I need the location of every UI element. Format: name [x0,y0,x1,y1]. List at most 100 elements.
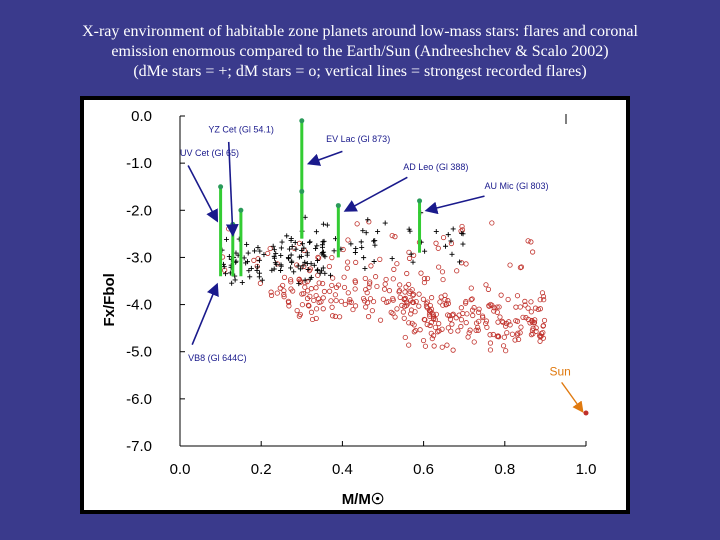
dme-star-point [291,269,297,275]
dm-star-point [222,267,228,273]
dm-star-point [486,303,492,309]
flare-peak-marker [238,207,244,213]
dm-star-point [540,323,546,329]
dme-star-point [299,247,305,253]
dm-star-point [364,290,370,296]
dm-star-point [411,322,417,328]
dme-star-point [288,252,294,258]
dm-star-point [454,268,460,274]
dm-star-point [424,299,431,305]
dme-star-point [372,238,378,244]
dm-star-point [537,297,543,303]
dm-star-point [412,327,419,334]
dm-star-point [471,339,477,345]
dm-star-point [257,280,263,286]
dm-star-point [403,284,409,290]
dme-star-point [360,228,366,234]
dme-star-point [359,244,365,250]
dm-star-point [539,290,546,296]
dm-star-point [226,226,232,232]
dm-star-point [480,314,486,321]
dme-star-point [223,236,229,242]
dm-star-point [311,297,317,304]
dm-star-point [400,309,406,315]
dm-star-point [377,256,383,262]
dm-star-point [347,296,353,303]
dm-star-point [383,299,390,305]
dm-star-point [530,249,536,255]
sun-arrow [561,381,584,413]
dm-star-point [518,324,524,330]
dm-star-point [408,311,414,317]
dme-star-point [221,264,227,270]
dm-star-point [447,316,454,322]
dm-star-point [440,234,447,241]
dm-star-point [494,309,500,315]
dm-star-point [315,272,321,278]
dm-star-point [306,303,312,309]
dme-star-point [286,246,292,252]
dm-star-point [369,308,375,314]
dme-star-point [272,255,278,261]
slide-title: X-ray environment of habitable zone plan… [0,22,720,82]
sun-label: Sun [549,364,570,378]
dm-star-point [500,319,506,325]
dm-star-point [483,318,490,324]
dm-star-point [443,302,449,308]
dm-star-point [309,316,316,323]
dm-star-point [531,319,537,326]
dm-star-point [463,261,469,267]
y-tick-label: 0.0 [131,108,152,125]
flare-peak-marker [417,198,423,204]
dme-star-point [273,251,279,257]
dm-star-point [431,343,437,349]
dm-star-point [466,330,472,336]
dme-star-point [255,244,261,250]
dm-star-point [402,334,408,341]
dme-star-point [239,279,245,285]
dme-star-point [305,266,311,272]
annotation-label: UV Cet (Gl 65) [180,148,239,158]
dm-star-point [333,297,339,304]
dm-star-point [473,320,480,326]
x-tick-label: 0.0 [170,461,191,478]
dme-star-point [252,248,258,254]
dme-star-point [324,222,330,228]
x-tick-label: 1.0 [576,461,597,478]
dm-star-point [449,312,456,318]
dme-star-point [299,241,305,247]
dme-star-point [348,241,354,247]
dme-star-point [307,276,313,282]
dme-star-point [449,251,455,257]
dm-star-point [329,304,335,310]
dm-star-point [528,309,534,315]
dm-star-point [528,332,535,338]
dm-star-point [390,310,396,317]
dm-star-point [513,304,519,310]
dm-star-point [299,291,305,297]
dm-star-point [281,291,287,298]
dme-star-point [256,257,262,263]
dme-star-point [331,248,337,254]
dme-star-point [223,271,229,277]
dm-star-point [412,309,418,315]
dme-star-point [296,254,302,260]
dm-star-point [487,340,494,346]
dm-star-point [411,329,417,335]
dm-star-point [515,336,522,343]
dm-star-point [463,300,469,306]
dm-star-point [366,284,372,291]
title-line-2: emission enormous compared to the Earth/… [111,43,609,60]
dme-star-point [361,255,367,261]
dm-star-point [299,302,306,308]
dm-star-point [348,299,354,305]
dm-star-point [341,274,347,280]
annotation-label: VB8 (Gl 644C) [188,353,247,363]
dm-star-point [313,315,319,322]
annotation-arrow [225,141,239,238]
dme-star-point [320,244,326,250]
dm-star-point [329,313,336,319]
dme-star-point [284,233,290,239]
dm-star-point [468,297,474,303]
dme-star-point [443,243,449,249]
